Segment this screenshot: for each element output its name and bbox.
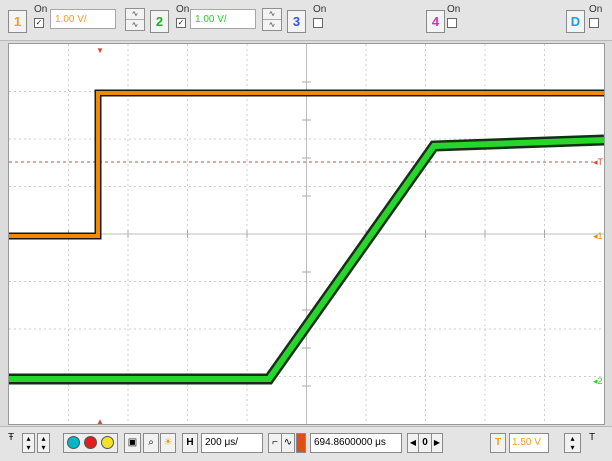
channel-2-checkbox[interactable]: ✓ [176, 18, 186, 28]
digital-checkbox[interactable] [589, 18, 599, 28]
digital-channel-button[interactable]: D [566, 10, 585, 33]
channel-2-scale-field[interactable]: 1.00 V/ [190, 9, 256, 29]
channel-1-trace [9, 89, 604, 240]
trigger-source-marker[interactable] [296, 433, 306, 453]
channel-2-ground-marker: ◂2 [593, 376, 603, 386]
waveform-display: ▼ ▲ ◂T ◂1 ◂2 [8, 43, 605, 426]
channel-2-coupling-button[interactable]: ∿ ∿ [262, 8, 282, 31]
channel-3-on-label: On [313, 4, 327, 15]
position-field[interactable]: 694.8600000 μs [310, 433, 402, 453]
channel-1-coupling-button[interactable]: ∿ ∿ [125, 8, 145, 31]
arrow-stepper-icon-2[interactable]: ▴ ▾ [37, 433, 50, 453]
channel-2-button[interactable]: 2 [150, 10, 169, 33]
channel-toolbar: 1 On ✓ 1.00 V/ ∿ ∿ 2 On ✓ 1.00 V/ ∿ ∿ 3 On… [0, 0, 612, 41]
trigger-level-field[interactable]: 1.50 V [509, 433, 549, 453]
channel-4-checkbox[interactable] [447, 18, 457, 28]
channel-1-ground-marker: ◂1 [593, 231, 603, 241]
zoom-icon[interactable]: ⌕ [143, 433, 159, 453]
timebase-field[interactable]: 200 μs/ [201, 433, 263, 453]
center-axes [9, 44, 604, 424]
brightness-icon[interactable]: ☀ [160, 433, 176, 453]
waveform-svg: ▼ ▲ ◂T ◂1 ◂2 [9, 44, 605, 426]
color-cyan-icon[interactable] [67, 436, 80, 449]
edge-icon-2[interactable]: ∿ [281, 433, 295, 453]
trigger-button[interactable]: T [490, 433, 506, 453]
channel-1-checkbox[interactable]: ✓ [34, 18, 44, 28]
channel-4-on-label: On [447, 4, 461, 15]
channel-1-button[interactable]: 1 [8, 10, 27, 33]
info-icon[interactable]: Ŧ [8, 432, 15, 443]
channel-3-checkbox[interactable] [313, 18, 323, 28]
channel-1-on-label: On [34, 4, 48, 15]
channel-3-button[interactable]: 3 [287, 10, 306, 33]
trigger-time-marker-bottom: ▲ [96, 417, 104, 424]
channel-2-on-label: On [176, 4, 190, 15]
trigger-level-marker: ◂T [593, 157, 604, 167]
position-readout: 0 [418, 433, 432, 453]
channel-4-button[interactable]: 4 [426, 10, 445, 33]
digital-on-label: On [589, 4, 603, 15]
color-red-icon[interactable] [84, 436, 97, 449]
camera-icon[interactable]: ▣ [124, 433, 141, 453]
right-arrow-icon[interactable]: ▶ [431, 433, 443, 453]
trigger-level-stepper[interactable]: ▴ ▾ [564, 433, 581, 453]
trigger-time-marker: ▼ [96, 46, 104, 55]
channel-2-trace [9, 134, 605, 385]
trigger-source-label: T [589, 432, 596, 443]
edge-icon[interactable]: ⌐ [268, 433, 282, 453]
color-yellow-icon[interactable] [101, 436, 114, 449]
horizontal-label-button[interactable]: H [182, 433, 198, 453]
channel-1-scale-field[interactable]: 1.00 V/ [50, 9, 116, 29]
arrow-stepper-icon[interactable]: ▴ ▾ [22, 433, 35, 453]
